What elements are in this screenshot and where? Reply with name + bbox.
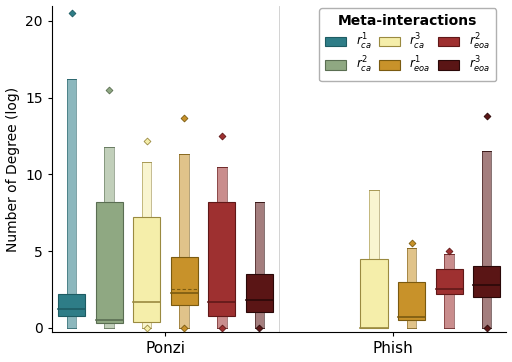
Bar: [104, 323, 114, 328]
Bar: [180, 305, 189, 328]
Bar: [133, 217, 160, 322]
Bar: [96, 202, 123, 323]
Point: [180, 115, 188, 121]
Bar: [170, 257, 198, 305]
Bar: [142, 322, 152, 328]
Point: [483, 113, 491, 119]
Bar: [208, 202, 236, 316]
Legend: $r_{ca}^{1}$, $r_{ca}^{2}$, $r_{ca}^{3}$, $r_{eoa}^{1}$, $r_{eoa}^{2}$, $r_{eoa}: $r_{ca}^{1}$, $r_{ca}^{2}$, $r_{ca}^{3}$…: [319, 8, 496, 81]
Bar: [436, 269, 463, 294]
Bar: [360, 259, 388, 328]
Point: [180, 325, 188, 331]
Bar: [104, 147, 114, 202]
Bar: [180, 155, 189, 257]
Bar: [246, 274, 273, 312]
Point: [408, 240, 416, 246]
Point: [483, 325, 491, 331]
Bar: [482, 151, 492, 266]
Bar: [444, 294, 454, 328]
Point: [68, 10, 76, 16]
Bar: [473, 266, 500, 297]
Bar: [254, 312, 264, 328]
Bar: [444, 254, 454, 269]
Bar: [58, 294, 85, 316]
Point: [142, 325, 151, 331]
Bar: [407, 320, 416, 328]
Bar: [254, 202, 264, 274]
Bar: [482, 297, 492, 328]
Point: [142, 138, 151, 143]
Bar: [67, 316, 76, 328]
Bar: [217, 167, 226, 202]
Point: [105, 87, 113, 93]
Bar: [407, 248, 416, 282]
Point: [218, 325, 226, 331]
Bar: [398, 282, 425, 320]
Bar: [217, 316, 226, 328]
Y-axis label: Number of Degree (log): Number of Degree (log): [6, 87, 19, 252]
Point: [445, 248, 453, 254]
Bar: [142, 162, 152, 217]
Point: [218, 133, 226, 139]
Bar: [369, 190, 379, 259]
Bar: [67, 79, 76, 294]
Point: [255, 325, 264, 331]
